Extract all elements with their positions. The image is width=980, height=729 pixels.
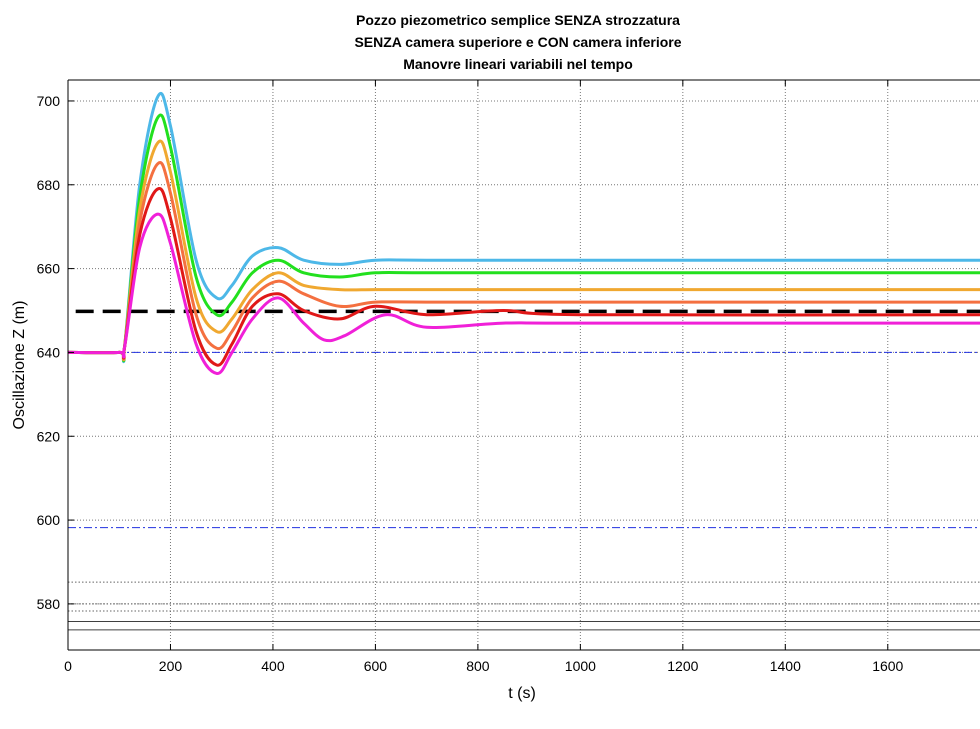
axes xyxy=(67,79,980,651)
x-tick-label: 1400 xyxy=(770,658,801,674)
x-tick-label: 0 xyxy=(64,658,72,674)
x-tick-label: 400 xyxy=(261,658,285,674)
y-tick-label: 660 xyxy=(37,261,61,277)
x-tick-label: 200 xyxy=(159,658,183,674)
chart-title-line-3: Manovre lineari variabili nel tempo xyxy=(403,56,633,72)
x-tick-label: 1000 xyxy=(565,658,596,674)
y-tick-label: 680 xyxy=(37,177,61,193)
series-line-6 xyxy=(67,212,980,375)
chart-title-line-1: Pozzo piezometrico semplice SENZA strozz… xyxy=(356,12,680,28)
series-line-5 xyxy=(67,186,980,367)
reference-lines xyxy=(68,309,980,631)
x-tick-label: 1200 xyxy=(667,658,698,674)
y-tick-label: 700 xyxy=(37,93,61,109)
x-tick-label: 1600 xyxy=(872,658,903,674)
x-tick-label: 800 xyxy=(466,658,490,674)
x-tick-label: 600 xyxy=(364,658,388,674)
y-tick-label: 600 xyxy=(37,512,61,528)
chart-title-line-2: SENZA camera superiore e CON camera infe… xyxy=(354,34,681,50)
y-tick-label: 580 xyxy=(37,596,61,612)
series-lines xyxy=(67,91,980,375)
series-line-3 xyxy=(67,139,980,362)
y-axis-label: Oscillazione Z (m) xyxy=(11,301,28,430)
x-axis-label: t (s) xyxy=(508,685,536,702)
tick-labels: 0 200 400 600 800 1000 1200 1400 1600 580 600 620 64… xyxy=(37,93,904,674)
series-line-4 xyxy=(67,161,980,361)
y-tick-label: 620 xyxy=(37,428,61,444)
y-tick-label: 640 xyxy=(37,344,61,360)
